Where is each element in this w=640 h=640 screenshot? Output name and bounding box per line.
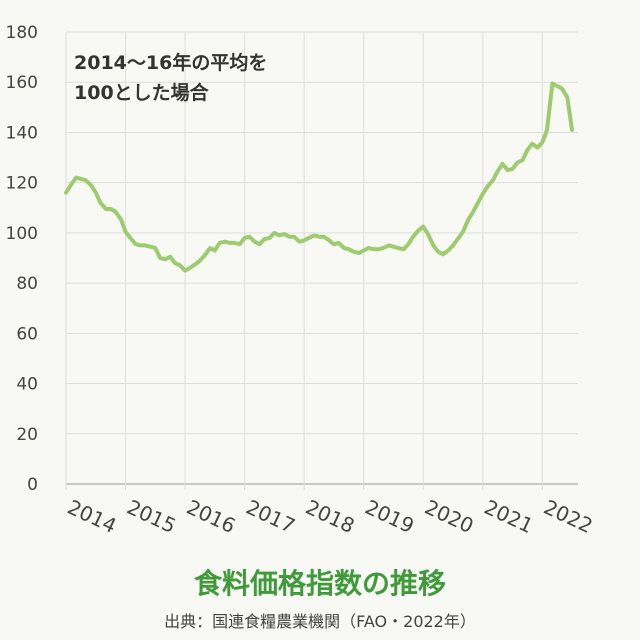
x-tick-label: 2021 [481,495,537,538]
y-tick-label: 20 [16,425,38,445]
annotation-line-2: 100とした場合 [74,82,209,104]
y-axis-ticks: 0 20 40 60 80 100 120 140 160 180 [6,23,38,495]
y-tick-label: 140 [6,123,38,143]
x-tick-label: 2015 [123,495,179,538]
x-tick-label: 2020 [421,495,477,538]
x-tick-label: 2014 [64,495,120,538]
x-tick-label: 2022 [540,495,596,538]
y-tick-label: 120 [6,174,38,194]
y-tick-label: 180 [6,23,38,43]
x-tick-label: 2016 [183,495,239,538]
y-tick-label: 0 [27,475,38,495]
series-line [64,81,574,273]
x-tick-label: 2019 [362,495,418,538]
y-tick-label: 60 [16,324,38,344]
chart-title: 食料価格指数の推移 [193,567,446,600]
y-tick-label: 160 [6,73,38,93]
y-tick-label: 80 [16,274,38,294]
y-tick-label: 100 [6,224,38,244]
chart-source: 出典：国連食糧農業機関（FAO・2022年） [164,612,476,631]
annotation-line-1: 2014〜16年の平均を [74,52,268,74]
gridlines [65,31,578,490]
x-axis-ticks: 2014 2015 2016 2017 2018 2019 2020 2021 2022 [64,495,597,538]
x-tick-label: 2018 [302,495,358,538]
x-tick-label: 2017 [242,495,298,538]
chart-annotation: 2014〜16年の平均を 100とした場合 [74,48,267,108]
y-tick-label: 40 [16,375,38,395]
